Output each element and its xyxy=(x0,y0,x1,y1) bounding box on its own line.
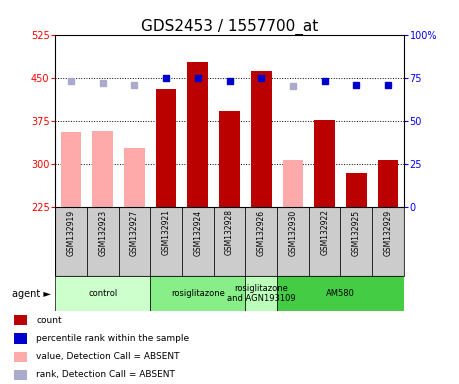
Text: count: count xyxy=(36,316,62,324)
Bar xyxy=(341,207,372,276)
Bar xyxy=(150,276,246,311)
Bar xyxy=(14,370,27,380)
Bar xyxy=(378,160,398,207)
Text: rank, Detection Call = ABSENT: rank, Detection Call = ABSENT xyxy=(36,371,175,379)
Bar xyxy=(118,207,150,276)
Bar xyxy=(246,276,277,311)
Bar xyxy=(150,207,182,276)
Bar xyxy=(14,333,27,344)
Text: rosiglitazone: rosiglitazone xyxy=(171,289,225,298)
Bar xyxy=(14,315,27,325)
Text: GSM132923: GSM132923 xyxy=(98,209,107,256)
Text: GSM132930: GSM132930 xyxy=(288,209,297,256)
Bar xyxy=(314,120,335,207)
Text: agent ►: agent ► xyxy=(11,289,50,299)
Text: value, Detection Call = ABSENT: value, Detection Call = ABSENT xyxy=(36,352,179,361)
Text: GSM132924: GSM132924 xyxy=(193,209,202,256)
Bar xyxy=(124,148,145,207)
Bar xyxy=(372,207,404,276)
Bar xyxy=(219,111,240,207)
Bar xyxy=(213,207,246,276)
Title: GDS2453 / 1557700_at: GDS2453 / 1557700_at xyxy=(141,18,318,35)
Bar xyxy=(61,132,81,207)
Text: GSM132928: GSM132928 xyxy=(225,209,234,255)
Bar xyxy=(156,89,176,207)
Text: control: control xyxy=(88,289,117,298)
Text: percentile rank within the sample: percentile rank within the sample xyxy=(36,334,189,343)
Text: GSM132925: GSM132925 xyxy=(352,209,361,256)
Bar xyxy=(277,207,309,276)
Text: GSM132926: GSM132926 xyxy=(257,209,266,256)
Bar xyxy=(14,351,27,362)
Text: GSM132919: GSM132919 xyxy=(67,209,75,256)
Bar xyxy=(182,207,213,276)
Bar xyxy=(92,131,113,207)
Text: GSM132927: GSM132927 xyxy=(130,209,139,256)
Bar xyxy=(251,71,272,207)
Text: AM580: AM580 xyxy=(326,289,355,298)
Bar xyxy=(246,207,277,276)
Bar xyxy=(55,276,150,311)
Text: rosiglitazone
and AGN193109: rosiglitazone and AGN193109 xyxy=(227,284,296,303)
Text: GSM132929: GSM132929 xyxy=(384,209,392,256)
Bar xyxy=(87,207,118,276)
Text: GSM132921: GSM132921 xyxy=(162,209,171,255)
Bar xyxy=(55,207,87,276)
Text: GSM132922: GSM132922 xyxy=(320,209,329,255)
Bar xyxy=(346,173,367,207)
Bar xyxy=(283,160,303,207)
Bar xyxy=(187,62,208,207)
Bar xyxy=(277,276,404,311)
Bar xyxy=(309,207,341,276)
